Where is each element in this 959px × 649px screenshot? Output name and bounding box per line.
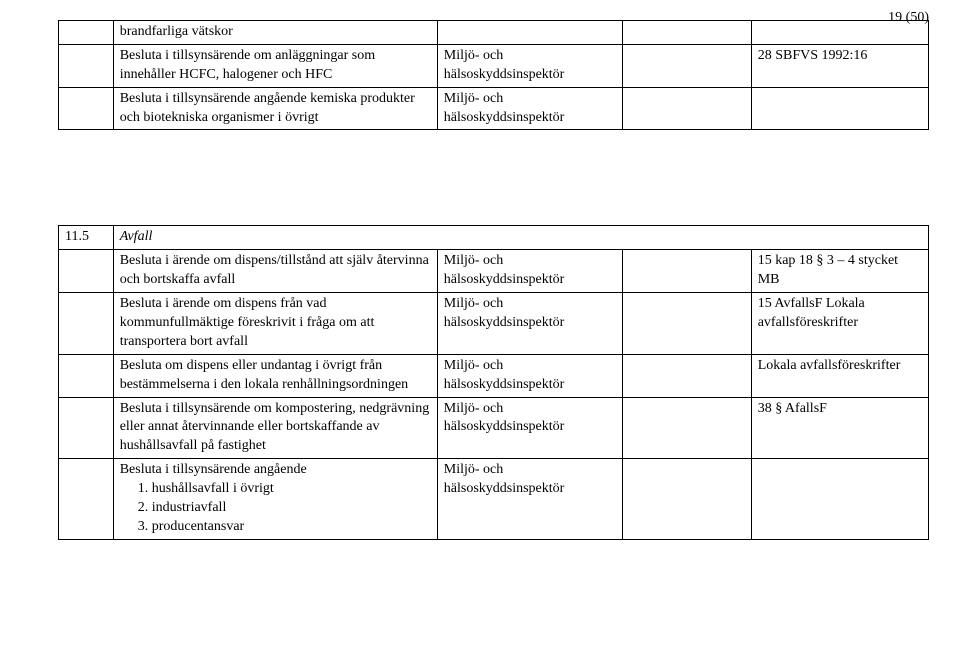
cell [59, 87, 114, 130]
cell: Miljö- och hälsoskyddsinspektör [437, 459, 622, 540]
cell: Lokala avfallsföreskrifter [751, 354, 928, 397]
cell: Miljö- och hälsoskyddsinspektör [437, 293, 622, 355]
cell: Miljö- och hälsoskyddsinspektör [437, 397, 622, 459]
cell [623, 44, 752, 87]
section-title-cell: Avfall [113, 226, 928, 250]
cell: Besluta om dispens eller undantag i övri… [113, 354, 437, 397]
cell: Besluta i ärende om dispens från vad kom… [113, 293, 437, 355]
table-row: brandfarliga vätskor [59, 21, 929, 45]
cell [59, 459, 114, 540]
cell: 15 AvfallsF Lokala avfallsföreskrifter [751, 293, 928, 355]
table-row: Besluta i tillsynsärende om kompostering… [59, 397, 929, 459]
cell: brandfarliga vätskor [113, 21, 437, 45]
table-avfall: 11.5 Avfall Besluta i ärende om dispens/… [58, 225, 929, 539]
list-item: 2. industriavfall [138, 499, 431, 518]
cell: 28 SBFVS 1992:16 [751, 44, 928, 87]
cell [59, 21, 114, 45]
cell [751, 459, 928, 540]
table-row: Besluta om dispens eller undantag i övri… [59, 354, 929, 397]
cell [59, 293, 114, 355]
cell [437, 21, 622, 45]
table-row: Besluta i tillsynsärende om anläggningar… [59, 44, 929, 87]
table-row: Besluta i ärende om dispens/tillstånd at… [59, 250, 929, 293]
table-row: Besluta i ärende om dispens från vad kom… [59, 293, 929, 355]
cell: 15 kap 18 § 3 – 4 stycket MB [751, 250, 928, 293]
list-item: 1. hushållsavfall i övrigt [138, 480, 431, 499]
section-row: 11.5 Avfall [59, 226, 929, 250]
table-row: Besluta i tillsynsärende angående 1. hus… [59, 459, 929, 540]
page-number: 19 (50) [888, 10, 929, 26]
cell-intro: Besluta i tillsynsärende angående [120, 462, 307, 477]
cell [59, 250, 114, 293]
table-top: brandfarliga vätskor Besluta i tillsynsä… [58, 20, 929, 130]
section-number-cell: 11.5 [59, 226, 114, 250]
cell: Besluta i ärende om dispens/tillstånd at… [113, 250, 437, 293]
cell [623, 397, 752, 459]
cell: Miljö- och hälsoskyddsinspektör [437, 44, 622, 87]
cell: 38 § AfallsF [751, 397, 928, 459]
cell [751, 87, 928, 130]
cell [59, 44, 114, 87]
cell [623, 250, 752, 293]
cell: Besluta i tillsynsärende om kompostering… [113, 397, 437, 459]
cell: Miljö- och hälsoskyddsinspektör [437, 250, 622, 293]
cell [623, 87, 752, 130]
cell [623, 459, 752, 540]
cell: Besluta i tillsynsärende angående kemisk… [113, 87, 437, 130]
table-row: Besluta i tillsynsärende angående kemisk… [59, 87, 929, 130]
cell: Miljö- och hälsoskyddsinspektör [437, 87, 622, 130]
cell-list: 1. hushållsavfall i övrigt 2. industriav… [120, 480, 431, 537]
cell: Besluta i tillsynsärende om anläggningar… [113, 44, 437, 87]
cell: Besluta i tillsynsärende angående 1. hus… [113, 459, 437, 540]
cell [59, 354, 114, 397]
cell [623, 21, 752, 45]
section-title: Avfall [120, 229, 153, 244]
page: 19 (50) brandfarliga vätskor Besluta i t… [0, 0, 959, 649]
cell [623, 293, 752, 355]
cell [59, 397, 114, 459]
spacer [58, 130, 929, 225]
list-item: 3. producentansvar [138, 518, 431, 537]
cell: Miljö- och hälsoskyddsinspektör [437, 354, 622, 397]
cell [623, 354, 752, 397]
